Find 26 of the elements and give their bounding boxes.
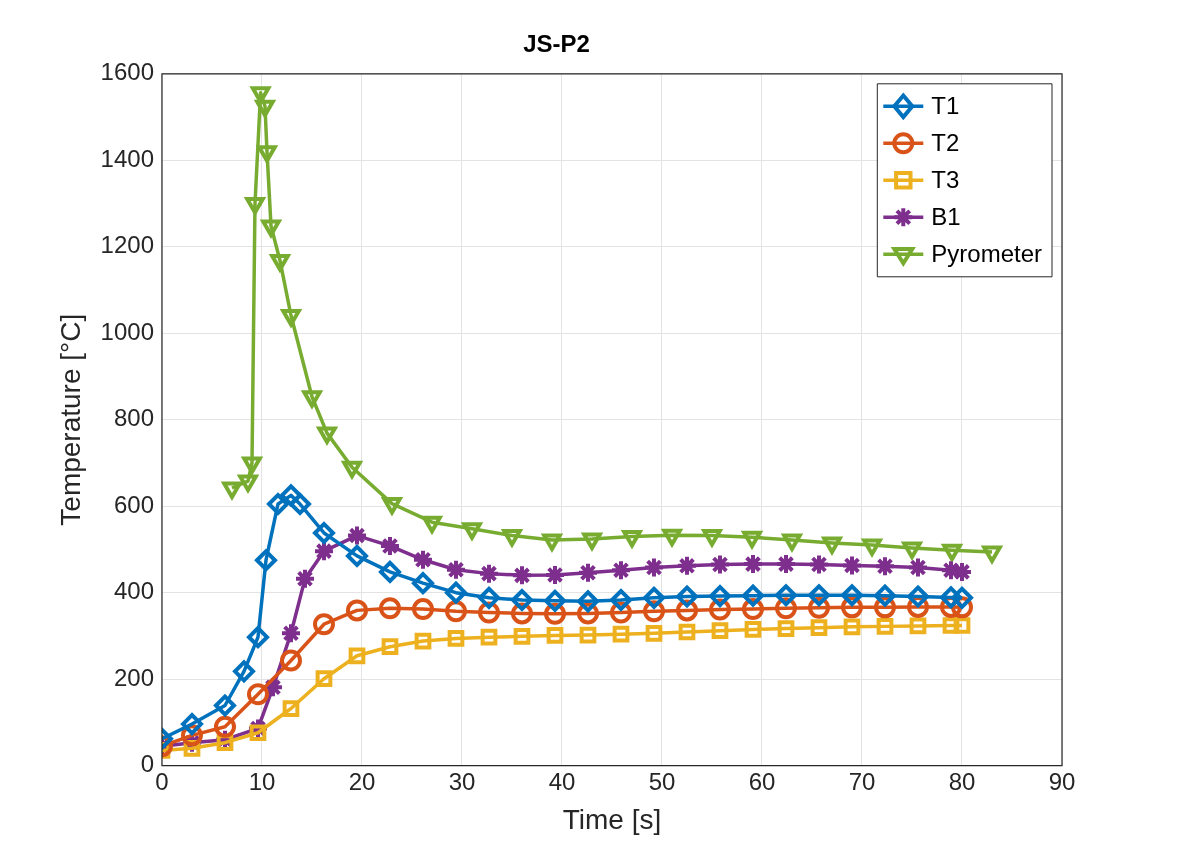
chart-title: JS-P2 xyxy=(523,30,590,58)
y-axis-title: Temperature [°C] xyxy=(54,313,86,526)
legend-label: B1 xyxy=(931,202,961,230)
x-axis-title: Time [s] xyxy=(562,803,662,835)
x-tick-label: 80 xyxy=(948,767,976,795)
legend-label: Pyrometer xyxy=(931,239,1043,267)
y-tick-label: 1600 xyxy=(100,58,154,86)
x-tick-label: 90 xyxy=(1048,767,1076,795)
y-tick-label: 1200 xyxy=(100,231,154,259)
y-tick-label: 800 xyxy=(113,404,154,432)
legend-label: T3 xyxy=(931,165,960,193)
y-tick-label: 600 xyxy=(113,490,154,518)
y-tick-label: 400 xyxy=(113,577,154,605)
x-tick-label: 10 xyxy=(248,767,276,795)
y-tick-label: 200 xyxy=(113,663,154,691)
x-tick-label: 40 xyxy=(548,767,576,795)
x-tick-label: 50 xyxy=(648,767,676,795)
x-tick-label: 20 xyxy=(348,767,376,795)
y-tick-label: 1400 xyxy=(100,144,154,172)
y-tick-label: 1000 xyxy=(100,317,154,345)
x-tick-label: 30 xyxy=(448,767,476,795)
legend-label: T1 xyxy=(931,91,960,119)
x-tick-label: 70 xyxy=(848,767,876,795)
y-tick-label: 0 xyxy=(140,750,154,778)
x-tick-label: 60 xyxy=(748,767,776,795)
legend-label: T2 xyxy=(931,128,960,156)
